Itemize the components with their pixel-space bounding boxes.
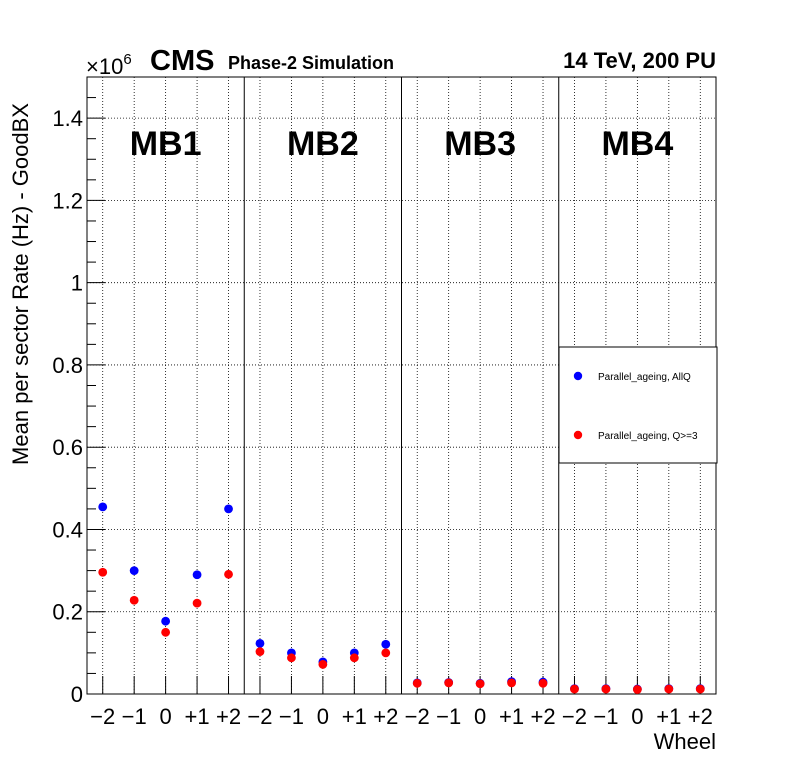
data-point-q3 [538,678,548,688]
x-tick-label: 0 [474,704,486,729]
legend-marker-allq [573,371,583,381]
x-tick-label: 0 [317,704,329,729]
x-tick-label: 0 [631,704,643,729]
station-label: MB3 [444,125,516,163]
data-point-q3 [192,598,202,608]
data-point-q3 [475,679,485,689]
data-point-q3 [695,684,705,694]
x-tick-label: −1 [436,704,461,729]
x-tick-labels: −2 −1 0 +1 +2 −2 −1 0 +1 +2 −2 −1 0 +1 +2 −2 −1 0 +1 +2 [90,704,713,729]
data-point-q3 [507,678,516,688]
data-point-q3 [664,684,674,694]
x-tick-label: −2 [247,704,272,729]
data-point-q3 [224,569,233,579]
x-tick-label: −1 [122,704,147,729]
x-tick-label: +1 [185,704,210,729]
y-tick-label: 0.2 [52,600,83,625]
points-layer [98,502,705,694]
data-point-q3 [570,684,579,694]
data-point-allq [161,616,171,626]
data-point-q3 [98,567,108,577]
x-axis-label: Wheel [654,729,716,754]
legend-marker-q3 [573,430,583,440]
data-point-q3 [318,659,328,669]
x-tick-label: +2 [530,704,555,729]
data-point-q3 [349,653,359,663]
y-tick-label: 0.6 [52,435,83,460]
legend-box [558,346,718,464]
station-label: MB2 [287,125,359,163]
y-tick-label: 0.4 [52,517,83,542]
data-point-allq [129,566,139,575]
data-point-q3 [412,678,422,688]
x-tick-label: −1 [279,704,304,729]
data-point-q3 [444,678,454,688]
data-point-q3 [161,627,171,637]
x-tick-label: −2 [405,704,430,729]
station-labels: MB1 MB2 MB3 MB4 [130,125,674,163]
station-label: MB1 [130,125,202,163]
y-tick-label: 1.4 [52,106,83,131]
data-point-q3 [255,647,265,657]
legend-label-allq: Parallel_ageing, AllQ [598,372,691,383]
x-tick-label: +1 [499,704,524,729]
phase2-label: Phase-2 Simulation [228,53,394,73]
x-tick-label: −1 [593,704,618,729]
data-point-q3 [632,685,642,694]
y-exponent: ×106 [86,51,132,79]
data-point-q3 [129,595,139,605]
y-tick-label: 1.2 [52,188,83,213]
data-point-q3 [601,684,611,694]
y-tick-label: 0 [71,682,83,707]
x-tick-label: 0 [160,704,172,729]
data-point-allq [98,502,108,512]
y-tick-labels: 0 0.2 0.4 0.6 0.8 1 1.2 1.4 [52,106,83,707]
y-axis-label: Mean per sector Rate (Hz) - GoodBX [8,103,33,465]
data-point-allq [192,570,202,580]
legend: Parallel_ageing, AllQ Parallel_ageing, Q… [558,346,718,464]
data-point-q3 [381,648,391,658]
cms-label: CMS [150,45,214,77]
data-point-q3 [287,653,296,663]
y-exponent-power: 6 [123,51,131,68]
legend-label-q3: Parallel_ageing, Q>=3 [598,431,698,442]
y-tick-label: 1 [71,271,83,296]
x-tick-label: +1 [656,704,681,729]
x-tick-label: −2 [90,704,115,729]
energy-label: 14 TeV, 200 PU [563,48,716,73]
data-point-allq [381,639,391,649]
station-label: MB4 [601,125,673,163]
data-point-allq [224,504,233,514]
x-tick-label: +1 [342,704,367,729]
grid-layer [87,77,716,695]
x-tick-label: +2 [688,704,713,729]
y-tick-label: 0.8 [52,353,83,378]
x-tick-label: −2 [562,704,587,729]
y-exponent-base: ×10 [86,54,123,79]
x-tick-label: +2 [216,704,241,729]
data-point-allq [255,639,265,648]
x-tick-label: +2 [373,704,398,729]
